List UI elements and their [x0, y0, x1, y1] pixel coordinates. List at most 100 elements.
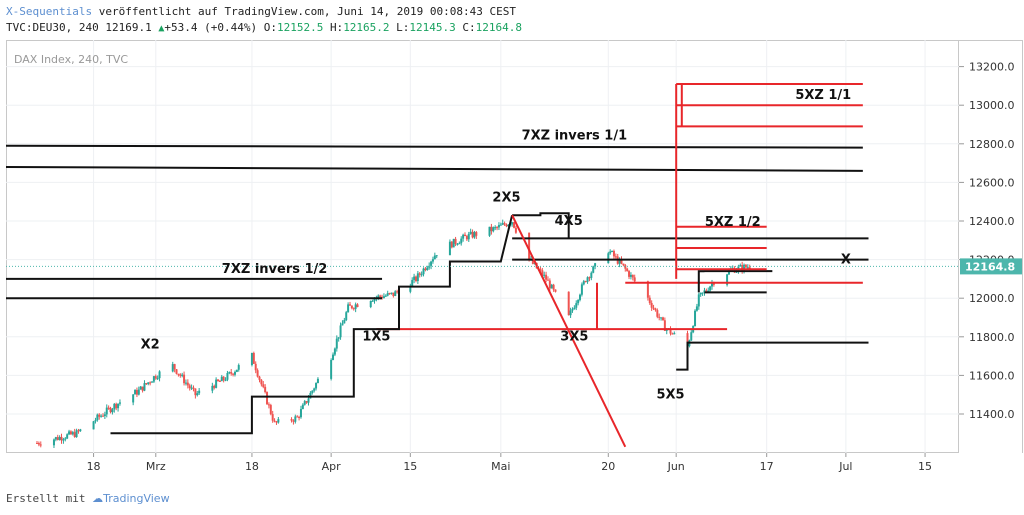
candle-body	[134, 390, 137, 395]
last-price-tag	[960, 258, 1022, 275]
candle-body	[256, 370, 259, 377]
candle-body	[252, 353, 255, 364]
candle-body	[264, 386, 267, 393]
candle-body	[343, 320, 346, 324]
candle-body	[488, 226, 491, 236]
candle-body	[135, 390, 138, 395]
chart-pane[interactable]	[6, 40, 959, 453]
brand-name[interactable]: TradingView	[103, 492, 170, 505]
candle-body	[171, 364, 174, 372]
up-triangle-icon: ▲	[158, 23, 165, 34]
candle-body	[233, 371, 236, 375]
candle-body	[431, 259, 434, 262]
candle-body	[458, 243, 461, 245]
ohlc-header: TVC:DEU30, 240 12169.1 ▲+53.4 (+0.44%) O…	[6, 21, 522, 34]
candle-body	[181, 374, 184, 376]
candle-body	[546, 279, 549, 281]
candle-body	[292, 420, 295, 422]
candle-body	[744, 264, 747, 268]
pane-label: DAX Index, 240, TVC	[14, 53, 128, 66]
price-axis[interactable]	[959, 40, 1023, 453]
candle-body	[594, 263, 597, 267]
annotation-label: 1X5	[362, 330, 390, 345]
candle-body	[109, 407, 112, 413]
candle-body	[224, 379, 227, 381]
step-line	[110, 214, 514, 435]
published-text: veröffentlicht auf TradingView.com, Juni…	[98, 5, 516, 18]
x-tick-label: 18	[245, 460, 259, 473]
candle-body	[658, 316, 661, 318]
candle-body	[305, 401, 308, 403]
tradingview-logo-icon[interactable]: ☁	[92, 492, 104, 505]
candle-body	[184, 382, 187, 384]
candle-body	[620, 259, 623, 264]
candle-body	[748, 267, 751, 270]
level-label: 7XZ invers 1/2	[222, 262, 328, 277]
level-line	[5, 144, 863, 149]
candle-body	[711, 283, 714, 287]
candle-body	[654, 308, 657, 311]
candle-body	[545, 274, 548, 280]
x-axis-ticks: 18 Mrz 18 Apr 15 Mai 20 Jun 17 Jul 15	[87, 453, 932, 473]
candle-body	[548, 280, 551, 289]
candle-body	[228, 372, 231, 374]
y-tick-label: 11600.0	[969, 369, 1015, 382]
candle-body	[452, 238, 455, 248]
candle-body	[149, 382, 152, 384]
candle-body	[96, 414, 99, 421]
footer: Erstellt mit ☁TradingView	[6, 492, 170, 505]
candle-body	[494, 227, 497, 229]
x-tick-label: Apr	[322, 460, 342, 473]
candle-body	[186, 382, 189, 386]
author-name[interactable]: X-Sequentials	[6, 5, 93, 18]
candle-body	[464, 234, 467, 237]
low-value: 12145.3	[409, 21, 456, 34]
candle-body	[194, 388, 197, 396]
candle-body	[586, 277, 589, 282]
candle-body	[618, 259, 621, 264]
candle-body	[695, 306, 698, 311]
candle-body	[699, 292, 702, 295]
annotation-label: 2X5	[492, 191, 520, 206]
candle-body	[271, 414, 274, 421]
candle-body	[626, 268, 629, 272]
change-value: +53.4 (+0.44%)	[164, 21, 258, 34]
candle-body	[382, 296, 385, 299]
candle-body	[333, 348, 336, 355]
candle-body	[151, 381, 154, 383]
y-tick-label: 11400.0	[969, 408, 1015, 421]
candle-body	[315, 383, 318, 389]
candle-body	[175, 369, 178, 374]
candle-body	[611, 250, 614, 252]
candle-body	[36, 442, 38, 444]
x-tick-label: Mrz	[146, 460, 166, 473]
candle-body	[303, 401, 306, 405]
candle-body	[75, 430, 78, 438]
candle-body	[377, 295, 380, 298]
candle-body	[218, 380, 221, 382]
candle-body	[330, 359, 333, 379]
candle-body	[528, 232, 531, 260]
candle-body	[646, 281, 649, 298]
candle-body	[694, 310, 697, 326]
candle-body	[73, 432, 76, 438]
low-label: L:	[396, 21, 410, 34]
candle-body	[511, 222, 514, 225]
candle-body	[301, 404, 304, 410]
candle-body	[743, 264, 746, 271]
candle-body	[567, 291, 570, 316]
candle-body	[648, 297, 651, 304]
candle-body	[507, 224, 510, 227]
candle-body	[158, 371, 161, 379]
x-tick-label: 15	[918, 460, 932, 473]
open-value: 12152.5	[276, 21, 324, 34]
candle-body	[456, 243, 459, 245]
candle-body	[62, 439, 65, 441]
candle-body	[673, 333, 676, 335]
candle-body	[505, 224, 508, 227]
candle-body	[373, 298, 376, 301]
candle-body	[590, 272, 593, 278]
x-tick-label: Mai	[491, 460, 510, 473]
candle-body	[316, 378, 319, 384]
